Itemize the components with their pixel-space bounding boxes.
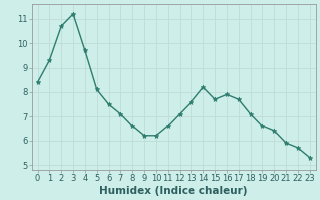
X-axis label: Humidex (Indice chaleur): Humidex (Indice chaleur) xyxy=(100,186,248,196)
